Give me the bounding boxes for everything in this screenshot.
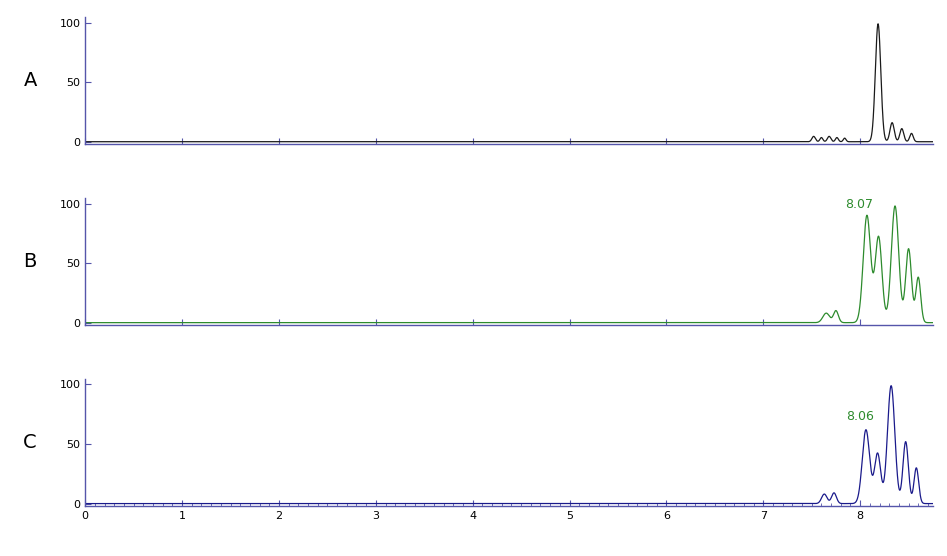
Text: A: A (24, 71, 37, 90)
Text: 8.06: 8.06 (847, 410, 874, 423)
Text: 8.07: 8.07 (846, 198, 874, 211)
Text: C: C (24, 433, 37, 452)
Text: B: B (24, 252, 37, 271)
